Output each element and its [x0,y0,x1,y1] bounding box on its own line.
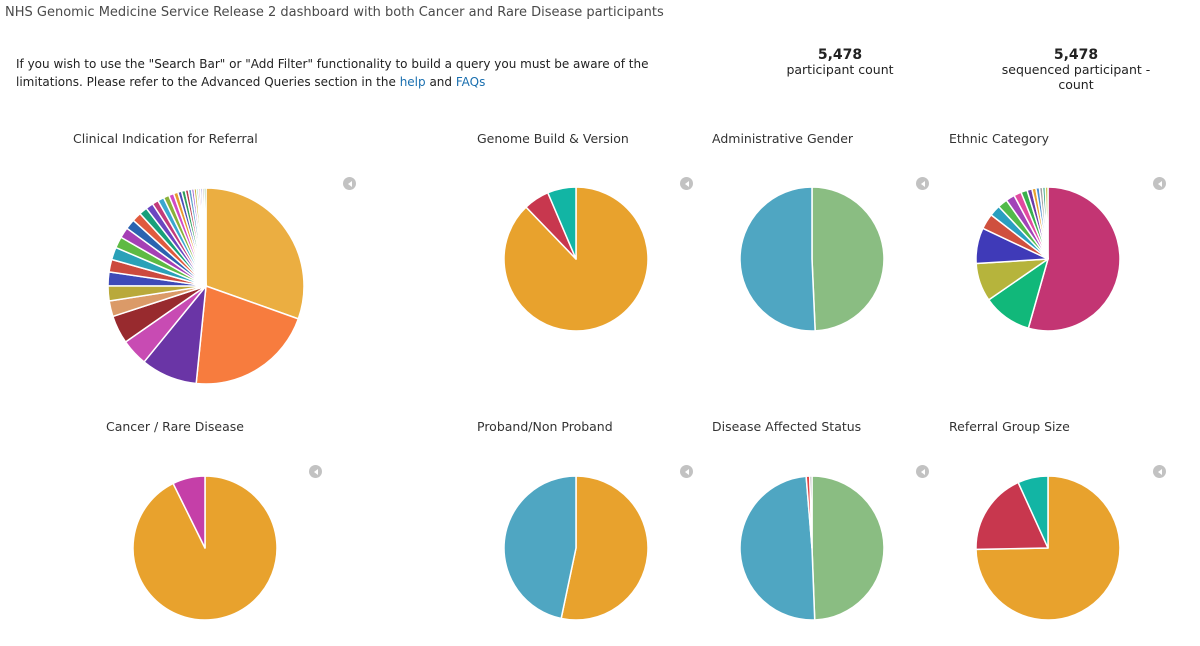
pie-slice[interactable] [739,186,816,332]
back-arrow-icon[interactable] [309,465,322,478]
pie-chart-genome-build[interactable] [503,186,649,332]
notice-and-text: and [425,75,456,89]
pie-slice[interactable] [811,475,885,621]
chart-title-ethnic-category: Ethnic Category [949,131,1050,146]
pie-chart-cancer-rare-disease[interactable] [132,475,278,621]
chart-title-disease-affected-status: Disease Affected Status [712,419,862,434]
back-arrow-icon[interactable] [680,465,693,478]
chart-title-administrative-gender: Administrative Gender [712,131,854,146]
pie-slice[interactable] [172,475,206,549]
sequenced-participant-count-label: sequenced participant - count [1001,62,1151,92]
back-arrow-icon[interactable] [680,177,693,190]
pie-slice[interactable] [195,285,300,385]
faqs-link[interactable]: FAQs [455,75,486,89]
pie-slice[interactable] [975,481,1049,551]
chart-title-proband: Proband/Non Proband [477,419,613,434]
pie-slice[interactable] [203,187,207,287]
back-arrow-icon[interactable] [916,177,929,190]
pie-chart-referral-group-size[interactable] [975,475,1121,621]
chart-title-referral-group-size: Referral Group Size [949,419,1070,434]
pie-slice[interactable] [739,475,816,621]
chart-title-genome-build: Genome Build & Version [477,131,629,146]
sequenced-participant-count-value: 5,478 [1053,47,1099,63]
pie-slice[interactable] [808,475,813,549]
chart-title-clinical-indication: Clinical Indication for Referral [73,131,258,146]
pie-slice[interactable] [547,186,577,260]
pie-slice[interactable] [1017,475,1049,549]
pie-slice[interactable] [560,475,649,621]
chart-title-cancer-rare-disease: Cancer / Rare Disease [106,419,244,434]
back-arrow-icon[interactable] [916,465,929,478]
pie-slice[interactable] [811,186,885,332]
participant-count-value: 5,478 [817,47,863,63]
pie-chart-ethnic-category[interactable] [975,186,1121,332]
back-arrow-icon[interactable] [343,177,356,190]
back-arrow-icon[interactable] [1153,177,1166,190]
pie-slice[interactable] [1027,186,1121,332]
participant-count-label: participant count [786,62,894,77]
pie-chart-disease-affected-status[interactable] [739,475,885,621]
pie-chart-clinical-indication[interactable] [107,187,305,385]
pie-slice[interactable] [1044,186,1049,260]
query-limitations-notice: If you wish to use the "Search Bar" or "… [16,55,716,91]
pie-slice[interactable] [205,187,305,320]
sequenced-participant-count-stat: 5,478 sequenced participant - count [985,47,1167,92]
back-arrow-icon[interactable] [1153,465,1166,478]
notice-text: If you wish to use the "Search Bar" or "… [16,57,649,89]
page-title: NHS Genomic Medicine Service Release 2 d… [5,5,664,20]
help-link[interactable]: help [399,75,426,89]
pie-chart-proband[interactable] [503,475,649,621]
participant-count-stat: 5,478 participant count [775,47,905,77]
pie-chart-administrative-gender[interactable] [739,186,885,332]
pie-slice[interactable] [503,475,577,620]
